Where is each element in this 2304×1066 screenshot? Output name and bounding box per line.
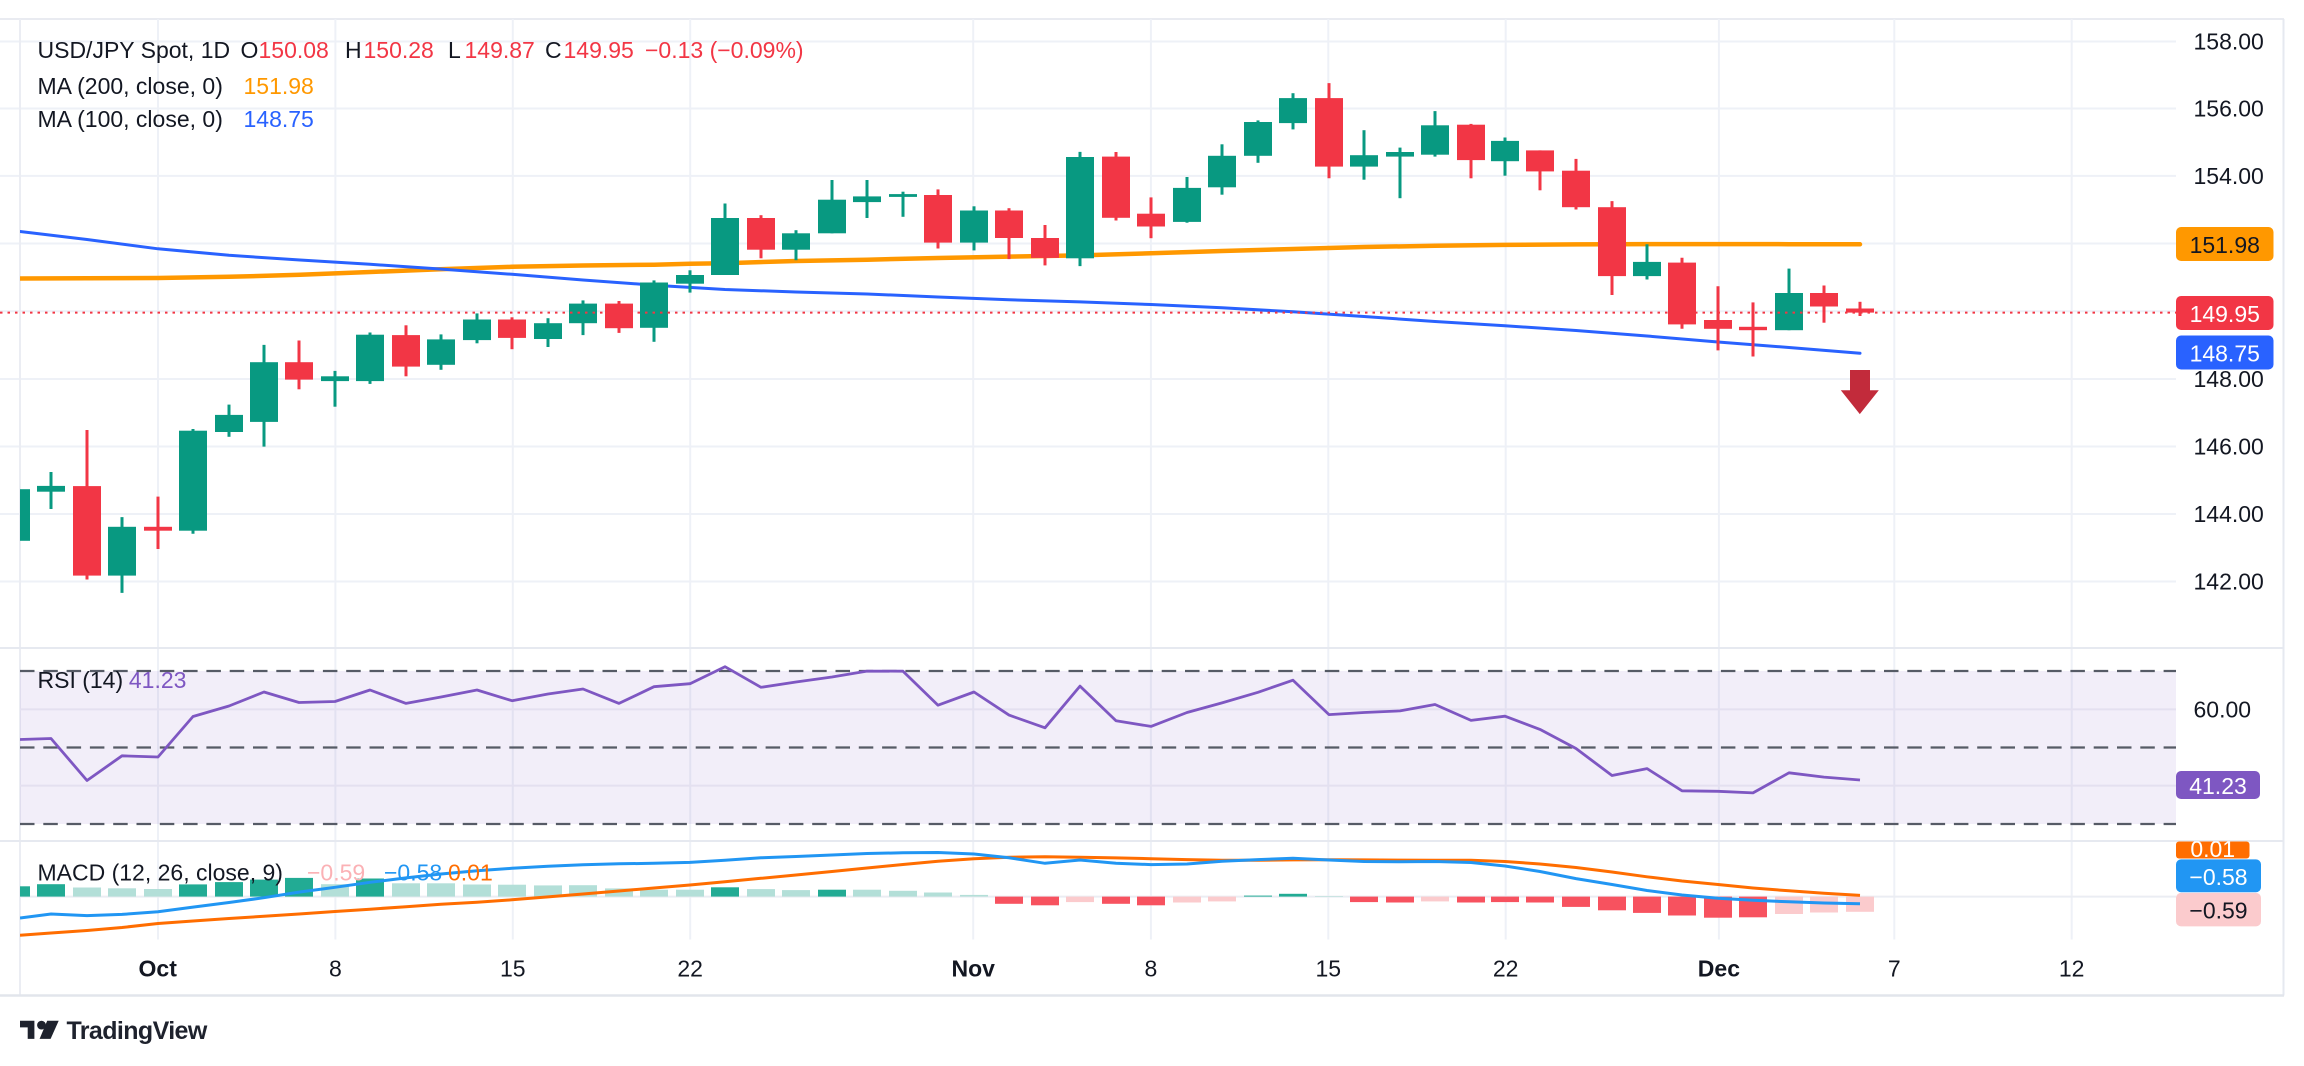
svg-text:C: C <box>545 37 562 63</box>
svg-text:149.95: 149.95 <box>2190 301 2260 327</box>
svg-text:148.75: 148.75 <box>244 106 314 132</box>
svg-text:41.23: 41.23 <box>2189 773 2247 799</box>
svg-text:MACD (12, 26, close, 9): MACD (12, 26, close, 9) <box>38 860 283 886</box>
svg-text:0.01: 0.01 <box>448 860 493 886</box>
svg-text:12: 12 <box>2059 956 2085 982</box>
svg-text:8: 8 <box>329 956 342 982</box>
svg-text:149.87: 149.87 <box>465 37 535 63</box>
svg-text:150.08: 150.08 <box>259 37 329 63</box>
svg-text:149.95: 149.95 <box>564 37 634 63</box>
svg-text:Dec: Dec <box>1698 956 1740 982</box>
svg-text:O: O <box>241 37 259 63</box>
svg-text:−0.59: −0.59 <box>2189 898 2247 924</box>
svg-text:151.98: 151.98 <box>244 73 314 99</box>
svg-text:USD/JPY Spot, 1D: USD/JPY Spot, 1D <box>38 37 231 63</box>
svg-text:8: 8 <box>1145 956 1158 982</box>
svg-text:150.28: 150.28 <box>364 37 434 63</box>
svg-text:22: 22 <box>1493 956 1519 982</box>
svg-text:158.00: 158.00 <box>2194 29 2264 55</box>
svg-text:151.98: 151.98 <box>2190 232 2260 258</box>
svg-text:Oct: Oct <box>139 956 178 982</box>
svg-text:L: L <box>448 37 461 63</box>
svg-text:MA (200, close, 0): MA (200, close, 0) <box>38 73 223 99</box>
svg-text:−0.58: −0.58 <box>384 860 442 886</box>
svg-text:MA (100, close, 0): MA (100, close, 0) <box>38 106 223 132</box>
svg-text:15: 15 <box>1316 956 1342 982</box>
svg-text:154.00: 154.00 <box>2194 163 2264 189</box>
svg-text:142.00: 142.00 <box>2194 569 2264 595</box>
svg-text:146.00: 146.00 <box>2194 434 2264 460</box>
svg-text:148.75: 148.75 <box>2190 341 2260 367</box>
svg-text:0.01: 0.01 <box>2190 836 2235 862</box>
svg-text:144.00: 144.00 <box>2194 501 2264 527</box>
svg-text:41.23: 41.23 <box>129 667 187 693</box>
svg-text:−0.13 (−0.09%): −0.13 (−0.09%) <box>645 37 804 63</box>
svg-text:−0.58: −0.58 <box>2189 864 2247 890</box>
svg-text:60.00: 60.00 <box>2194 696 2252 722</box>
svg-text:148.00: 148.00 <box>2194 366 2264 392</box>
svg-text:15: 15 <box>500 956 526 982</box>
svg-text:22: 22 <box>677 956 703 982</box>
svg-text:H: H <box>345 37 362 63</box>
svg-text:Nov: Nov <box>951 956 995 982</box>
svg-text:TradingView: TradingView <box>67 1017 208 1045</box>
svg-text:156.00: 156.00 <box>2194 96 2264 122</box>
svg-text:RSI (14): RSI (14) <box>38 667 124 693</box>
svg-text:7: 7 <box>1888 956 1901 982</box>
svg-text:−0.59: −0.59 <box>307 860 365 886</box>
